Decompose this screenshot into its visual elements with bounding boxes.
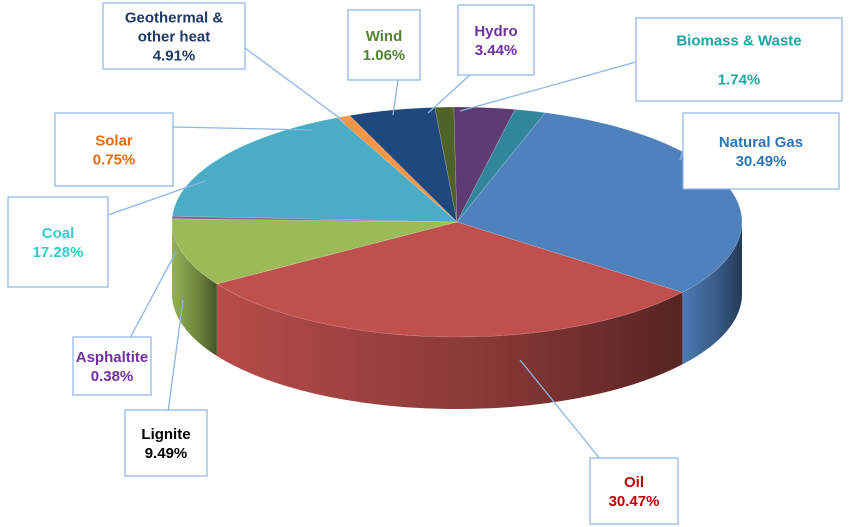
- leader-line-geothermal-and-other-heat: [244, 47, 346, 123]
- leader-line-biomass-and-waste: [459, 61, 637, 112]
- slice-solar: [336, 115, 458, 223]
- label-box-solar: [54, 112, 174, 187]
- side-shade-lignite: [172, 222, 217, 356]
- label-box-biomass-and-waste: [635, 17, 843, 102]
- data-label-name: Asphaltite: [76, 349, 149, 366]
- leader-line-asphaltite: [129, 251, 177, 339]
- data-label-name: Solar: [95, 133, 133, 150]
- data-label-name: Lignite: [141, 426, 190, 443]
- data-label-name: Geothermal &: [125, 10, 224, 27]
- label-box-natural-gas: [682, 112, 840, 190]
- label-box-lignite: [124, 409, 208, 477]
- data-label-value: 0.38%: [91, 368, 134, 385]
- label-box-hydro: [457, 4, 535, 76]
- label-box-asphaltite: [72, 336, 152, 396]
- data-label-name: Oil: [624, 474, 644, 491]
- data-label-value: 30.49%: [736, 153, 787, 170]
- pie-slices: [171, 106, 743, 338]
- leader-line-solar: [172, 126, 313, 131]
- data-labels: Natural Gas 30.49% Oil 30.47% Lignite 9.49% As…: [7, 2, 843, 525]
- label-box-oil: [589, 457, 679, 525]
- data-label-name: Wind: [366, 28, 403, 45]
- leader-line-hydro: [427, 74, 471, 114]
- leader-lines: [107, 47, 684, 466]
- slice-coal: [172, 117, 458, 223]
- data-label-name: Natural Gas: [719, 134, 803, 151]
- slice-lignite: [171, 218, 458, 285]
- label-box-coal: [7, 196, 109, 288]
- data-label-value: 9.49%: [145, 445, 188, 462]
- leader-line-coal: [107, 180, 206, 216]
- leader-line-wind: [392, 79, 399, 116]
- data-label-name: Biomass & Waste: [676, 33, 801, 50]
- side-shade-natural-gas: [682, 222, 742, 365]
- slice-asphaltite: [171, 215, 458, 223]
- data-label-value: 4.91%: [153, 48, 196, 65]
- data-label-value: 17.28%: [33, 244, 84, 261]
- label-box-geothermal-and-other-heat: [102, 2, 246, 70]
- leader-line-oil: [519, 359, 606, 466]
- data-label-value: 1.74%: [718, 72, 761, 89]
- slice-oil: [216, 221, 684, 338]
- data-label-value: 3.44%: [475, 42, 518, 59]
- slice-hydro: [453, 106, 516, 223]
- data-label-name: Hydro: [474, 23, 517, 40]
- side-shade-oil: [216, 283, 683, 410]
- data-label-value: 0.75%: [93, 152, 136, 169]
- data-label-name: other heat: [138, 29, 211, 46]
- pie-side-walls: [172, 222, 742, 410]
- label-box-wind: [347, 9, 421, 81]
- data-label-name: Coal: [42, 225, 75, 242]
- data-label-value: 1.06%: [363, 47, 406, 64]
- data-label-value: 30.47%: [609, 493, 660, 510]
- leader-line-lignite: [167, 299, 184, 413]
- slice-biomass-and-waste: [456, 109, 546, 223]
